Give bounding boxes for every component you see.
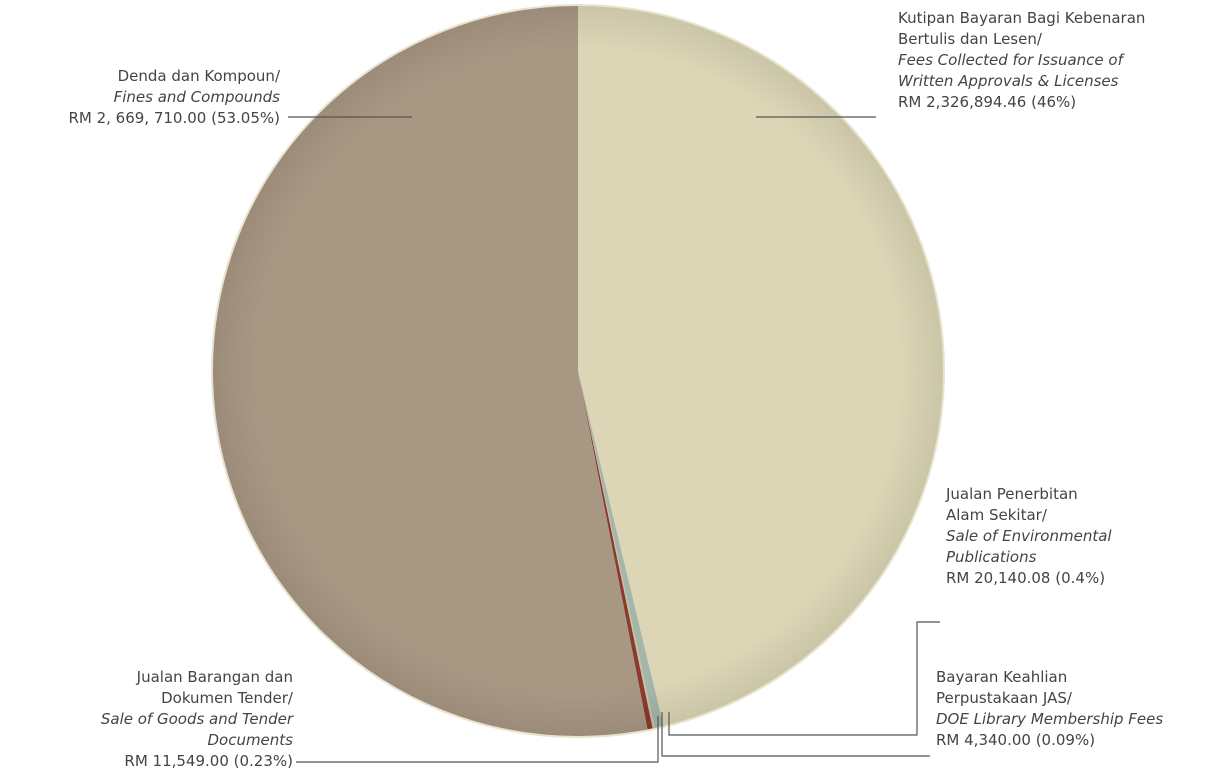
- label-fees-en-line2: Written Approvals & Licenses: [898, 72, 1119, 90]
- label-library-amount: RM 4,340.00 (0.09%): [936, 731, 1096, 749]
- label-publications-ms-line1: Jualan Penerbitan: [946, 485, 1078, 503]
- label-tender-amount: RM 11,549.00 (0.23%): [124, 752, 293, 770]
- label-fines-amount: RM 2, 669, 710.00 (53.05%): [68, 109, 280, 127]
- label-library-en-line1: DOE Library Membership Fees: [936, 710, 1164, 728]
- label-fees: Kutipan Bayaran Bagi Kebenaran Bertulis …: [898, 8, 1145, 113]
- label-fees-ms-line1: Kutipan Bayaran Bagi Kebenaran: [898, 9, 1146, 27]
- leader-line-library: [661, 712, 930, 757]
- label-publications-en-line1: Sale of Environmental: [946, 527, 1112, 545]
- label-library: Bayaran Keahlian Perpustakaan JAS/ DOE L…: [936, 667, 1163, 751]
- label-tender-en-line1: Sale of Goods and Tender: [100, 710, 293, 728]
- label-library-ms-line2: Perpustakaan JAS/: [936, 689, 1072, 707]
- label-fines-ms-line1: Denda dan Kompoun/: [117, 67, 280, 85]
- label-publications-ms-line2: Alam Sekitar/: [946, 506, 1047, 524]
- leader-lines: [288, 116, 940, 763]
- label-tender-ms-line2: Dokumen Tender/: [161, 689, 293, 707]
- leader-line-publications: [668, 621, 940, 736]
- label-tender-en-line2: Documents: [207, 731, 293, 749]
- label-fees-amount: RM 2,326,894.46 (46%): [898, 93, 1077, 111]
- label-fines: Denda dan Kompoun/ Fines and Compounds R…: [68, 66, 280, 129]
- label-publications-amount: RM 20,140.08 (0.4%): [946, 569, 1106, 587]
- label-tender: Jualan Barangan dan Dokumen Tender/ Sale…: [101, 667, 293, 772]
- label-publications-en-line2: Publications: [946, 548, 1037, 566]
- label-library-ms-line1: Bayaran Keahlian: [936, 668, 1068, 686]
- leader-line-tender: [296, 716, 659, 763]
- label-fees-en-line1: Fees Collected for Issuance of: [898, 51, 1123, 69]
- label-fines-en-line1: Fines and Compounds: [113, 88, 280, 106]
- label-fees-ms-line2: Bertulis dan Lesen/: [898, 30, 1042, 48]
- label-publications: Jualan Penerbitan Alam Sekitar/ Sale of …: [946, 484, 1112, 589]
- label-tender-ms-line1: Jualan Barangan dan: [136, 668, 293, 686]
- pie-rim-shade: [211, 4, 945, 738]
